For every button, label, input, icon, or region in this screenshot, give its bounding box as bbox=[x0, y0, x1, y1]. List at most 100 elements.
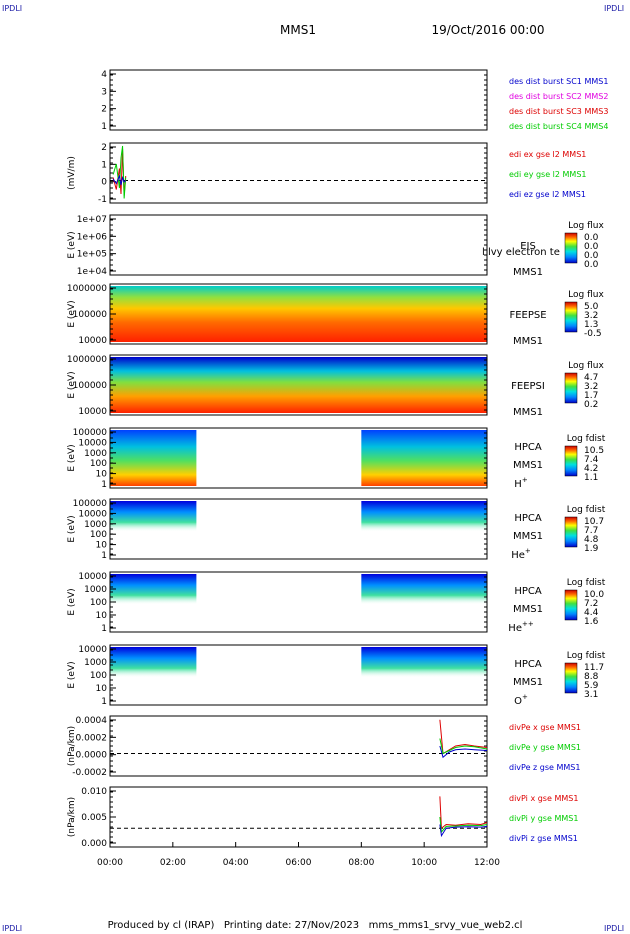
y-tick-label: 100 bbox=[90, 530, 107, 540]
colorbar-tick-label: 10.0 bbox=[584, 590, 604, 600]
y-tick-label: 0.005 bbox=[81, 813, 107, 823]
y-tick-label: 0 bbox=[101, 178, 107, 188]
y-tick-label: 1e+06 bbox=[77, 232, 108, 242]
colorbar-tick-label: 1.1 bbox=[584, 473, 598, 483]
legend-entry: des dist burst SC1 MMS1 bbox=[509, 77, 608, 86]
x-tick-label: 10:00 bbox=[411, 858, 437, 868]
colorbar-tick-label: 1.7 bbox=[584, 391, 598, 401]
spectrogram-block bbox=[110, 574, 197, 630]
colorbar-title: Log fdist bbox=[567, 578, 606, 588]
spacecraft-label: MMS1 bbox=[513, 460, 543, 471]
y-tick-label: 1 bbox=[101, 697, 107, 707]
instrument-label: HPCA bbox=[514, 659, 542, 670]
colorbar-tick-label: 0.0 bbox=[584, 260, 599, 270]
colorbar-tick-label: 11.7 bbox=[584, 663, 604, 673]
colorbar-tick-label: 4.8 bbox=[584, 535, 599, 545]
legend-entry: edi ez gse l2 MMS1 bbox=[509, 190, 586, 199]
species-label: He+ bbox=[511, 547, 531, 561]
colorbar-tick-label: 5.9 bbox=[584, 681, 599, 691]
y-tick-label: 0.0004 bbox=[76, 716, 108, 726]
y-axis-label: E (eV) bbox=[67, 300, 77, 327]
series-line bbox=[439, 796, 488, 830]
y-tick-label: 10000 bbox=[78, 407, 107, 417]
y-axis-label: E (eV) bbox=[67, 444, 77, 471]
spectrogram-block bbox=[110, 647, 197, 703]
y-tick-label: 4 bbox=[101, 70, 107, 80]
y-tick-label: 0.0000 bbox=[76, 751, 108, 761]
colorbar-title: Log fdist bbox=[567, 505, 606, 515]
colorbar-tick-label: 3.2 bbox=[584, 311, 598, 321]
y-tick-label: 100000 bbox=[73, 499, 108, 509]
y-tick-label: 1e+04 bbox=[77, 267, 108, 277]
corner-label: IPDLI bbox=[2, 4, 23, 13]
legend-entry: divPe x gse MMS1 bbox=[509, 723, 581, 732]
spacecraft-label: MMS1 bbox=[513, 604, 543, 615]
colorbar-title: Log fdist bbox=[567, 651, 606, 661]
instrument-label: FEEPSE bbox=[509, 310, 546, 321]
y-tick-label: 10 bbox=[96, 611, 108, 621]
colorbar-tick-label: 8.8 bbox=[584, 672, 599, 682]
series-line bbox=[439, 738, 488, 755]
y-tick-label: 1000000 bbox=[67, 284, 107, 294]
y-tick-label: 100000 bbox=[73, 381, 108, 391]
corner-label: IPDLI bbox=[604, 924, 625, 933]
footer-printing-date: Printing date: 27/Nov/2023 bbox=[223, 920, 360, 931]
y-tick-label: 0.010 bbox=[81, 787, 107, 797]
y-tick-label: 10000 bbox=[78, 572, 107, 582]
y-axis-label: E (eV) bbox=[67, 588, 77, 615]
x-tick-label: 02:00 bbox=[160, 858, 186, 868]
species-charge: + bbox=[525, 547, 531, 555]
instrument-label: HPCA bbox=[514, 586, 542, 597]
x-tick-label: 04:00 bbox=[223, 858, 249, 868]
colorbar-tick-label: 1.3 bbox=[584, 320, 598, 330]
colorbar-tick-label: 7.7 bbox=[584, 526, 598, 536]
panel-frame bbox=[109, 69, 488, 131]
x-tick-label: 00:00 bbox=[97, 858, 123, 868]
spectrogram-block bbox=[361, 501, 487, 557]
legend-entry: divPi y gse MMS1 bbox=[509, 814, 578, 823]
y-tick-label: 10 bbox=[96, 470, 108, 480]
y-axis-label: E (eV) bbox=[67, 661, 77, 688]
y-tick-label: 1000 bbox=[84, 520, 107, 530]
y-tick-label: 10000 bbox=[78, 438, 107, 448]
y-tick-label: 10000 bbox=[78, 336, 107, 346]
series-line bbox=[112, 145, 127, 199]
colorbar bbox=[564, 662, 578, 694]
species-label: He++ bbox=[508, 620, 534, 634]
footer: Produced by cl (IRAP) Printing date: 27/… bbox=[0, 920, 630, 931]
spacecraft-label: MMS1 bbox=[513, 407, 543, 418]
legend-entry: divPi z gse MMS1 bbox=[509, 834, 578, 843]
y-tick-label: 1 bbox=[101, 480, 107, 490]
y-tick-label: 1e+05 bbox=[77, 250, 107, 260]
spacecraft-label: MMS1 bbox=[513, 677, 543, 688]
colorbar bbox=[564, 232, 578, 264]
colorbar-tick-label: 1.6 bbox=[584, 617, 599, 627]
legend-entry: edi ey gse l2 MMS1 bbox=[509, 170, 587, 179]
spectrogram-block bbox=[110, 501, 197, 557]
colorbar-title: Log flux bbox=[568, 221, 604, 231]
x-tick-label: 12:00 bbox=[474, 858, 500, 868]
spectrogram-block bbox=[361, 430, 487, 486]
y-tick-label: 100000 bbox=[73, 428, 108, 438]
legend-entry: divPe y gse MMS1 bbox=[509, 743, 581, 752]
colorbar-title: Log flux bbox=[568, 290, 604, 300]
panel-frame bbox=[109, 214, 488, 276]
y-axis-label: (nPa/km) bbox=[67, 726, 77, 766]
colorbar bbox=[564, 589, 578, 621]
colorbar bbox=[564, 372, 578, 404]
y-tick-label: 10 bbox=[96, 541, 108, 551]
spectrogram-block bbox=[110, 286, 487, 342]
legend-entry: edi ex gse l2 MMS1 bbox=[509, 150, 586, 159]
y-tick-label: -0.0002 bbox=[72, 768, 107, 778]
spectrogram-block bbox=[361, 574, 487, 630]
panel-frame bbox=[109, 715, 488, 777]
y-tick-label: 1 bbox=[101, 624, 107, 634]
spacecraft-label: MMS1 bbox=[513, 336, 543, 347]
y-tick-label: -1 bbox=[98, 195, 107, 205]
legend-entry: des dist burst SC3 MMS3 bbox=[509, 107, 608, 116]
series-line bbox=[439, 719, 488, 755]
y-tick-label: 0.000 bbox=[81, 839, 107, 849]
spectrogram-block bbox=[361, 647, 487, 703]
y-axis-label: (mV/m) bbox=[67, 156, 77, 190]
y-tick-label: 1000000 bbox=[67, 355, 107, 365]
